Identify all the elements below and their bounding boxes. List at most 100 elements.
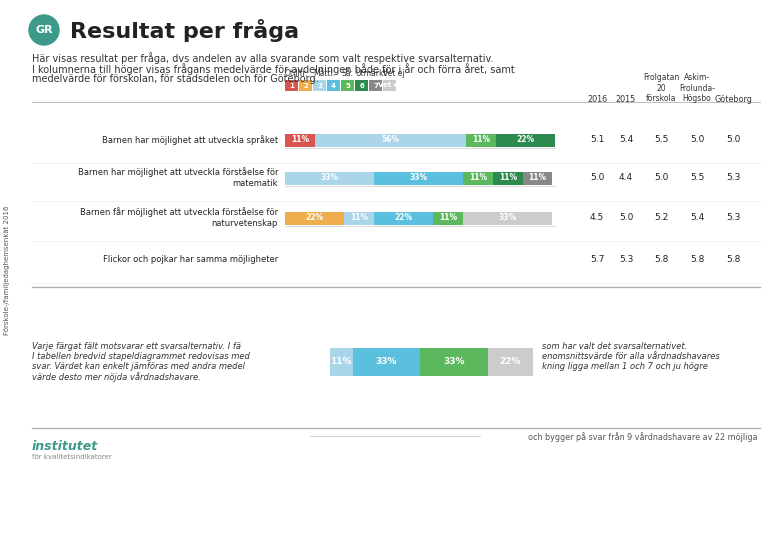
Text: 33%: 33% (410, 173, 427, 183)
Text: 2016: 2016 (587, 95, 607, 104)
Text: 6: 6 (359, 83, 364, 89)
Text: för kvalitetsindikatorer: för kvalitetsindikatorer (32, 454, 112, 460)
Bar (434, 212, 463, 225)
Text: 2: 2 (303, 83, 308, 89)
Bar (313, 80, 326, 91)
Text: 5.4: 5.4 (619, 136, 633, 145)
Text: 11%: 11% (498, 173, 517, 183)
Text: Göteborg: Göteborg (714, 95, 752, 104)
Text: 4.4: 4.4 (619, 173, 633, 183)
Text: 11%: 11% (350, 213, 368, 222)
Text: 5.5: 5.5 (690, 173, 704, 183)
Text: 5.3: 5.3 (726, 173, 740, 183)
Text: 5.3: 5.3 (619, 255, 633, 265)
Text: 5.0: 5.0 (690, 136, 704, 145)
Text: 5.8: 5.8 (690, 255, 704, 265)
Text: Askim-
Frolunda-
Högsbo: Askim- Frolunda- Högsbo (679, 73, 715, 103)
Bar (369, 80, 382, 91)
Text: Vet ej: Vet ej (378, 83, 401, 89)
Text: som har valt det svarsalternativet.: som har valt det svarsalternativet. (542, 342, 687, 351)
Text: Förskole-/familjedaghemsenkät 2016: Förskole-/familjedaghemsenkät 2016 (4, 205, 10, 335)
Bar (345, 212, 374, 225)
Text: 5.8: 5.8 (726, 255, 740, 265)
Text: 5.1: 5.1 (590, 136, 604, 145)
Text: 11%: 11% (291, 136, 309, 145)
Text: GR: GR (35, 25, 53, 35)
Text: 4: 4 (331, 83, 336, 89)
Text: värde desto mer nöjda vårdnadshavare.: värde desto mer nöjda vårdnadshavare. (32, 372, 200, 382)
Bar (463, 172, 493, 185)
Text: I tabellen bredvid stapeldiagrammet redovisas med: I tabellen bredvid stapeldiagrammet redo… (32, 352, 250, 361)
Bar (374, 212, 434, 225)
Bar (299, 80, 312, 91)
Text: 5.7: 5.7 (590, 255, 604, 265)
Text: Varje färgat fält motsvarar ett svarsalternativ. I fä: Varje färgat fält motsvarar ett svarsalt… (32, 342, 241, 351)
Bar (466, 133, 495, 146)
Text: Barnen har möjlighet att utveckla förståelse för
matematik: Barnen har möjlighet att utveckla förstå… (77, 167, 278, 188)
Text: 5.0: 5.0 (726, 136, 740, 145)
Bar (327, 80, 340, 91)
Text: Måttl.: Måttl. (313, 69, 335, 78)
Bar (314, 133, 466, 146)
Bar (285, 172, 374, 185)
Text: 1: 1 (289, 83, 294, 89)
Text: 5.8: 5.8 (654, 255, 668, 265)
Text: 33%: 33% (498, 213, 517, 222)
Text: 11%: 11% (469, 173, 488, 183)
Bar (341, 80, 354, 91)
Text: 33%: 33% (376, 357, 397, 367)
Text: 56%: 56% (381, 136, 399, 145)
Text: enomsnittsvärde för alla vårdnadshavares: enomsnittsvärde för alla vårdnadshavares (542, 352, 720, 361)
Text: Barnen har möjlighet att utveckla språket: Barnen har möjlighet att utveckla språke… (102, 135, 278, 145)
Text: Barnen får möjlighet att utveckla förståelse för
naturvetenskap: Barnen får möjlighet att utveckla förstå… (80, 207, 278, 228)
Text: svar. Värdet kan enkelt jämföras med andra medel: svar. Värdet kan enkelt jämföras med and… (32, 362, 245, 371)
Bar (285, 133, 314, 146)
Text: 2015: 2015 (616, 95, 636, 104)
Text: kning ligga mellan 1 och 7 och ju högre: kning ligga mellan 1 och 7 och ju högre (542, 362, 708, 371)
Text: institutet: institutet (32, 440, 98, 453)
Bar (463, 212, 552, 225)
Bar (495, 133, 555, 146)
Bar (383, 80, 396, 91)
Text: 22%: 22% (500, 357, 521, 367)
Bar (523, 172, 552, 185)
Text: 22%: 22% (306, 213, 324, 222)
Text: och bygger på svar från 9 vårdnadshavare av 22 möjliga: och bygger på svar från 9 vårdnadshavare… (527, 432, 757, 442)
Text: Otillfr.: Otillfr. (285, 69, 308, 78)
Text: 5: 5 (345, 83, 350, 89)
Text: 7: 7 (373, 83, 378, 89)
Text: 5.3: 5.3 (726, 213, 740, 222)
Text: Vet ej: Vet ej (383, 69, 405, 78)
Text: 5.0: 5.0 (590, 173, 604, 183)
Bar (353, 348, 420, 376)
Text: 33%: 33% (321, 173, 339, 183)
Text: Flickor och pojkar har samma möjligheter: Flickor och pojkar har samma möjligheter (103, 255, 278, 265)
Text: Så:: Så: (341, 69, 353, 78)
Text: 33%: 33% (443, 357, 465, 367)
Text: medelvärde för förskolan, för stadsdelen och för Göteborg.: medelvärde för förskolan, för stadsdelen… (32, 74, 318, 84)
Text: Resultat per fråga: Resultat per fråga (70, 18, 299, 42)
Bar (330, 348, 353, 376)
Text: 3: 3 (317, 83, 322, 89)
Text: 22%: 22% (516, 136, 534, 145)
Bar (374, 172, 463, 185)
Text: Utmärkt: Utmärkt (355, 69, 387, 78)
Text: 22%: 22% (395, 213, 413, 222)
Text: 5.2: 5.2 (654, 213, 668, 222)
Text: 5.0: 5.0 (654, 173, 668, 183)
Bar (285, 212, 345, 225)
Text: 5.5: 5.5 (654, 136, 668, 145)
Bar (355, 80, 368, 91)
Text: Frolgatan
20
förskola: Frolgatan 20 förskola (643, 73, 679, 103)
Text: 4.5: 4.5 (590, 213, 604, 222)
Text: 5.0: 5.0 (619, 213, 633, 222)
Circle shape (29, 15, 59, 45)
Text: 11%: 11% (528, 173, 547, 183)
Text: 11%: 11% (472, 136, 490, 145)
Text: 11%: 11% (331, 357, 352, 367)
Text: I kolumnerna till höger visas frågans medelvärde för avdelningen både för i år o: I kolumnerna till höger visas frågans me… (32, 63, 515, 75)
Bar (420, 348, 488, 376)
Text: Här visas resultat per fråga, dvs andelen av alla svarande som valt respektive s: Här visas resultat per fråga, dvs andele… (32, 52, 494, 64)
Bar (285, 80, 298, 91)
Text: 11%: 11% (439, 213, 457, 222)
